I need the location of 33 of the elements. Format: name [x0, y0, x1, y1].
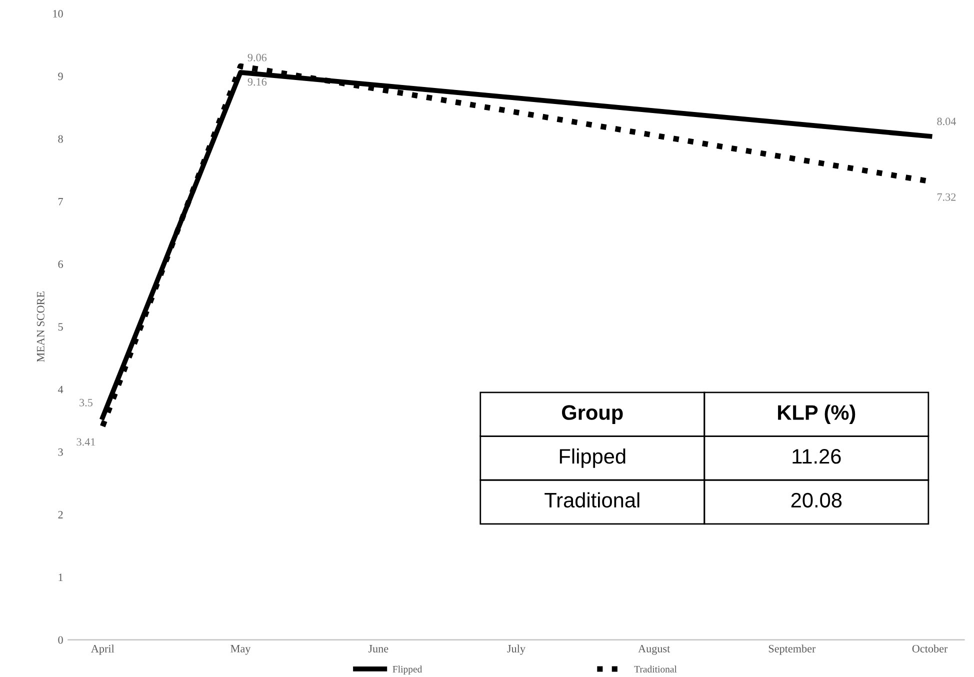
- x-tick-label: September: [768, 644, 816, 655]
- legend-label: Flipped: [392, 666, 422, 674]
- x-tick-label: October: [912, 644, 948, 652]
- x-tick-label: May: [230, 645, 251, 655]
- data-label: 7.32: [937, 193, 956, 201]
- annotation: 20.08: [791, 492, 842, 508]
- data-label: 3.41: [76, 438, 96, 446]
- data-label: 9.06: [248, 54, 267, 62]
- y-tick-label: 1: [58, 574, 63, 581]
- data-label: 8.04: [937, 118, 956, 126]
- y-tick-label: 7: [58, 198, 63, 206]
- y-tick-label: 5: [58, 323, 63, 331]
- x-tick-label: June: [368, 645, 388, 652]
- y-axis-title: MEAN SCORE: [36, 292, 44, 362]
- annotation: KLP (%): [778, 404, 856, 424]
- annotation: Traditional: [544, 492, 640, 508]
- y-tick-label: 6: [58, 260, 63, 268]
- annotation: Flipped: [560, 448, 626, 468]
- y-tick-label: 2: [58, 511, 63, 518]
- y-tick-label: 3: [58, 448, 63, 456]
- legend-label: Traditional: [634, 666, 677, 672]
- annotation: Group: [562, 405, 623, 424]
- y-tick-label: 8: [58, 135, 63, 143]
- x-tick-label: April: [91, 644, 114, 655]
- y-tick-label: 0: [58, 636, 63, 644]
- x-tick-label: July: [507, 644, 526, 655]
- annotation: 11.26: [792, 449, 841, 464]
- x-tick-label: August: [638, 644, 670, 655]
- y-tick-label: 4: [58, 386, 64, 394]
- y-tick-label: 10: [53, 10, 63, 18]
- y-tick-label: 9: [58, 72, 63, 80]
- data-label: 3.5: [80, 398, 92, 406]
- data-label: 9.16: [248, 78, 267, 86]
